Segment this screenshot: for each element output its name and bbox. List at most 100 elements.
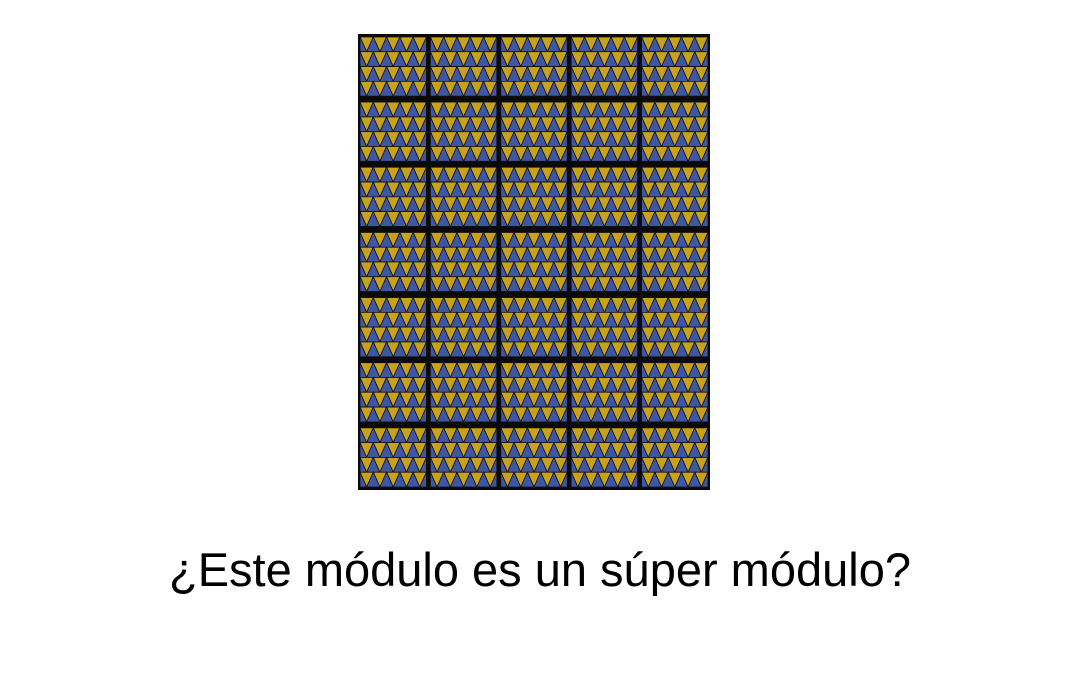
blue-triangle [533, 210, 548, 227]
blue-triangle [603, 145, 619, 162]
blue-triangle [660, 406, 676, 423]
blue-triangle [430, 406, 438, 423]
blue-triangle [520, 406, 535, 423]
blue-triangle [660, 145, 676, 162]
blue-triangle [449, 210, 465, 227]
blue-triangle [359, 472, 368, 488]
blue-triangle [674, 471, 689, 488]
blue-triangle [405, 210, 421, 227]
blue-triangle [419, 146, 427, 162]
pattern-module [570, 426, 639, 488]
pattern-module [570, 36, 639, 98]
blue-triangle [533, 471, 548, 488]
blue-triangle [700, 276, 709, 292]
blue-triangle [687, 80, 702, 97]
blue-triangle [436, 80, 451, 97]
blue-triangle [366, 80, 381, 97]
blue-triangle [660, 471, 676, 488]
blue-triangle [379, 340, 394, 358]
pattern-module [640, 231, 709, 293]
blue-triangle [559, 406, 568, 423]
blue-triangle [577, 340, 592, 358]
blue-triangle [559, 81, 568, 97]
blue-triangle [641, 81, 649, 97]
blue-triangle [603, 406, 619, 423]
blue-triangle [687, 145, 702, 162]
blue-triangle [617, 210, 632, 227]
blue-triangle [674, 406, 689, 423]
blue-triangle [392, 471, 408, 488]
blue-triangle [366, 145, 381, 162]
blue-triangle [436, 406, 451, 423]
blue-triangle [660, 340, 676, 358]
blue-triangle [379, 145, 394, 162]
blue-triangle [577, 210, 592, 227]
blue-triangle [436, 145, 451, 162]
pattern-module [359, 296, 428, 358]
blue-triangle [430, 276, 438, 292]
blue-triangle [462, 210, 478, 227]
blue-triangle [700, 472, 709, 488]
blue-triangle [476, 340, 491, 358]
blue-triangle [489, 81, 498, 97]
blue-triangle [359, 81, 368, 97]
blue-triangle [590, 406, 606, 423]
pattern-module [640, 101, 709, 163]
blue-triangle [506, 80, 522, 97]
blue-triangle [687, 275, 702, 292]
pattern-module [429, 426, 498, 488]
blue-triangle [570, 406, 579, 423]
blue-triangle [359, 341, 368, 358]
blue-triangle [533, 406, 548, 423]
blue-triangle [379, 210, 394, 227]
blue-triangle [533, 275, 548, 292]
blue-triangle [462, 275, 478, 292]
blue-triangle [392, 80, 408, 97]
blue-triangle [462, 80, 478, 97]
pattern-module [640, 36, 709, 98]
blue-triangle [570, 146, 579, 162]
blue-triangle [392, 275, 408, 292]
blue-triangle [687, 406, 702, 423]
blue-triangle [392, 145, 408, 162]
blue-triangle [546, 210, 562, 227]
blue-triangle [617, 275, 632, 292]
pattern-module [500, 426, 568, 488]
pattern-module [570, 101, 639, 163]
blue-triangle [430, 341, 438, 358]
blue-triangle [489, 276, 498, 292]
blue-triangle [462, 145, 478, 162]
blue-triangle [546, 340, 562, 358]
blue-triangle [570, 81, 579, 97]
blue-triangle [436, 210, 451, 227]
blue-triangle [630, 276, 639, 292]
blue-triangle [506, 145, 522, 162]
blue-triangle [630, 341, 639, 358]
blue-triangle [674, 275, 689, 292]
pattern-module [570, 296, 639, 358]
blue-triangle [392, 406, 408, 423]
blue-triangle [647, 340, 663, 358]
blue-triangle [559, 276, 568, 292]
blue-triangle [379, 80, 394, 97]
blue-triangle [476, 210, 491, 227]
blue-triangle [476, 406, 491, 423]
blue-triangle [520, 210, 535, 227]
blue-triangle [392, 210, 408, 227]
blue-triangle [577, 471, 592, 488]
blue-triangle [430, 146, 438, 162]
blue-triangle [533, 145, 548, 162]
blue-triangle [641, 276, 649, 292]
blue-triangle [577, 80, 592, 97]
blue-triangle [379, 406, 394, 423]
blue-triangle [359, 146, 368, 162]
blue-triangle [617, 145, 632, 162]
blue-triangle [359, 276, 368, 292]
blue-triangle [366, 340, 381, 358]
blue-triangle [630, 146, 639, 162]
blue-triangle [405, 406, 421, 423]
blue-triangle [603, 471, 619, 488]
blue-triangle [559, 146, 568, 162]
blue-triangle [570, 472, 579, 488]
blue-triangle [405, 340, 421, 358]
